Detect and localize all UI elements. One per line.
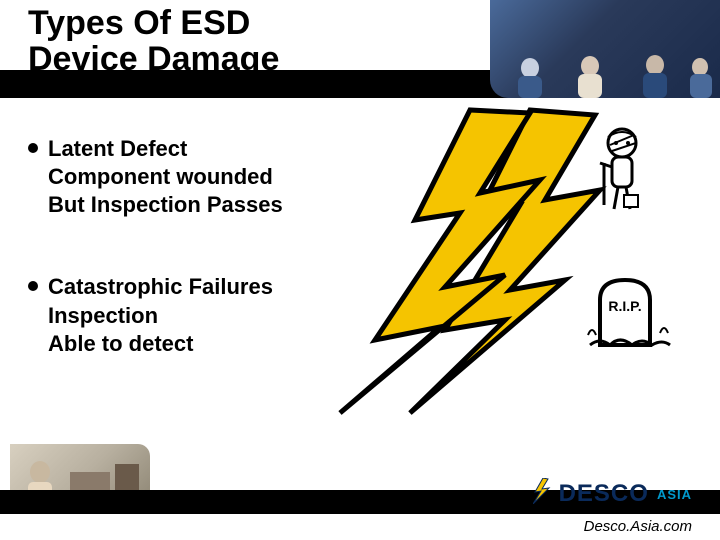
lightning-cartoon-icon: R.I.P. (335, 105, 695, 415)
brand-logo: DESCO ASIA (533, 478, 692, 510)
bullet-dot-icon (28, 143, 38, 153)
footer-url: Desco.Asia.com (584, 518, 692, 535)
slide-title: Types Of ESD Device Damage (28, 6, 279, 77)
bullet-item: Latent Defect Component wounded But Insp… (28, 135, 358, 219)
illustration-area: R.I.P. (335, 105, 695, 415)
bullet-line: Able to detect (48, 330, 273, 358)
bullet-text: Catastrophic Failures Inspection Able to… (48, 273, 273, 357)
bullet-dot-icon (28, 281, 38, 291)
tombstone-icon: R.I.P. (588, 280, 670, 345)
bullet-heading: Catastrophic Failures (48, 273, 273, 301)
bullet-line: Component wounded (48, 163, 283, 191)
title-line-2: Device Damage (28, 42, 279, 78)
logo-main-text: DESCO (559, 480, 649, 508)
bullet-text: Latent Defect Component wounded But Insp… (48, 135, 283, 219)
logo-bolt-icon (533, 478, 551, 510)
title-line-1: Types Of ESD (28, 6, 279, 42)
injured-character-icon (600, 129, 638, 209)
bullet-line: Inspection (48, 302, 273, 330)
workers-silhouette (490, 50, 720, 98)
header-photo (490, 0, 720, 98)
tombstone-text: R.I.P. (608, 298, 641, 314)
bullet-heading: Latent Defect (48, 135, 283, 163)
bullet-line: But Inspection Passes (48, 191, 283, 219)
bullet-item: Catastrophic Failures Inspection Able to… (28, 273, 358, 357)
content-area: Latent Defect Component wounded But Insp… (28, 135, 358, 412)
logo-sub-text: ASIA (657, 487, 692, 502)
